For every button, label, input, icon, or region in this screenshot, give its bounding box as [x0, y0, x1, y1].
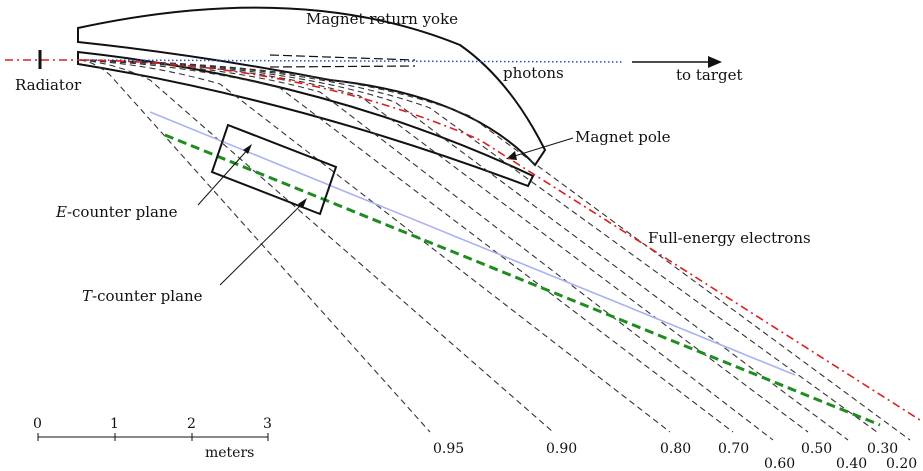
photon-beam-shadow-b: [270, 66, 415, 67]
scale-label-2: 2: [187, 416, 196, 432]
fraction-label-0.50: 0.50: [801, 441, 832, 457]
trajectory-0.80: [80, 60, 670, 432]
t-counter-pointer: [220, 201, 305, 285]
t-counter-label: T-counter plane: [82, 287, 203, 305]
highlighted-track: [165, 135, 880, 425]
trajectory-0.70: [80, 60, 733, 432]
fraction-label-0.20: 0.20: [886, 456, 917, 471]
scale-unit: meters: [205, 445, 254, 461]
fraction-label-0.90: 0.90: [546, 441, 577, 457]
trajectory-0.20: [80, 60, 910, 440]
fraction-label-0.95: 0.95: [433, 441, 464, 457]
e-counter-letter: E: [55, 203, 67, 221]
photon-beam: [80, 60, 622, 62]
e-counter-pointer: [198, 147, 250, 205]
photons-label: photons: [503, 64, 564, 82]
trajectory-0.40: [80, 60, 848, 440]
magnet-pole: [78, 52, 533, 186]
scale-label-3: 3: [263, 416, 272, 432]
to-target-label: to target: [676, 66, 742, 84]
fraction-label-0.40: 0.40: [836, 456, 867, 471]
full-energy-label: Full-energy electrons: [648, 229, 811, 247]
fraction-label-0.60: 0.60: [764, 456, 795, 471]
photon-beam-shadow-a: [270, 55, 415, 60]
fraction-label-0.30: 0.30: [867, 441, 898, 457]
trajectory-0.95: [80, 60, 430, 432]
fraction-label-0.80: 0.80: [660, 441, 691, 457]
pole-pointer-arrowhead: [506, 151, 517, 160]
fraction-label-0.70: 0.70: [718, 441, 749, 457]
magnet-return-yoke: [78, 8, 545, 165]
counter-box: [212, 125, 336, 214]
e-counter-label: E-counter plane: [55, 203, 178, 221]
scale-label-1: 1: [110, 416, 119, 432]
yoke-label: Magnet return yoke: [306, 10, 458, 28]
scale-label-0: 0: [33, 416, 42, 432]
radiator-label: Radiator: [15, 76, 82, 94]
e-counter-text: -counter plane: [67, 203, 178, 221]
t-counter-text: -counter plane: [92, 287, 203, 305]
pole-label: Magnet pole: [575, 128, 671, 146]
